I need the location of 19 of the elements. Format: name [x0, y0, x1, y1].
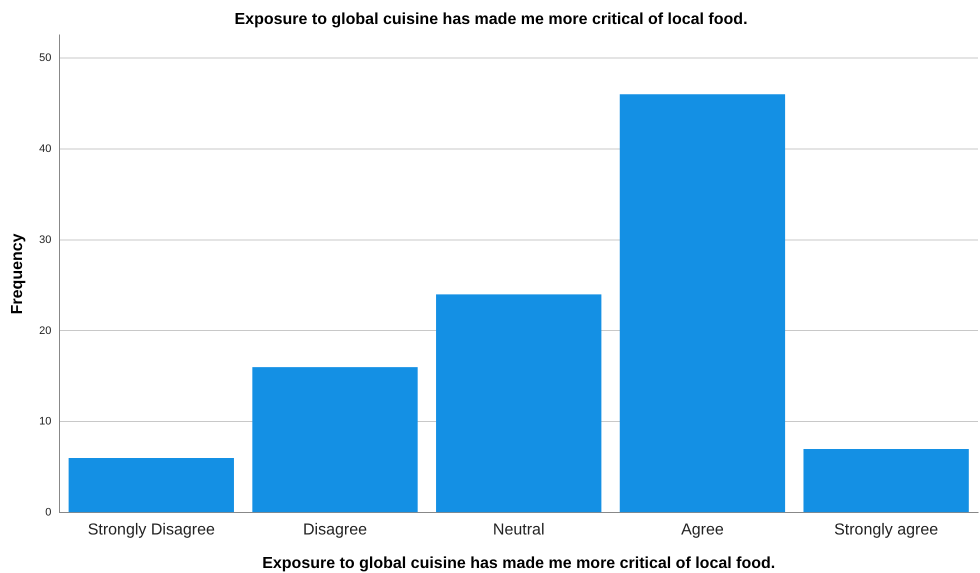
y-tick-label: 30 [39, 234, 52, 246]
x-tick-label: Disagree [302, 522, 368, 539]
y-tick-label: 10 [39, 416, 52, 428]
bar [68, 458, 234, 512]
bar [436, 294, 602, 512]
y-tick-label: 0 [45, 506, 52, 519]
x-tick-label: Neutral [492, 522, 545, 539]
x-tick-label: Strongly agree [834, 522, 938, 539]
y-tick-label: 20 [39, 324, 52, 337]
y-axis-title: Frequency [9, 233, 26, 314]
chart-title: Exposure to global cuisine has made me more critical of local food. [234, 11, 748, 28]
y-tick-label: 40 [39, 142, 52, 155]
x-axis-title: Exposure to global cuisine has made me more critical of local food. [262, 554, 776, 572]
x-tick-label: Agree [681, 522, 724, 539]
bar [803, 448, 969, 512]
x-tick-label: Strongly Disagree [88, 522, 215, 539]
bar [252, 367, 418, 512]
y-tick-label: 50 [39, 52, 52, 64]
bar [620, 94, 786, 512]
